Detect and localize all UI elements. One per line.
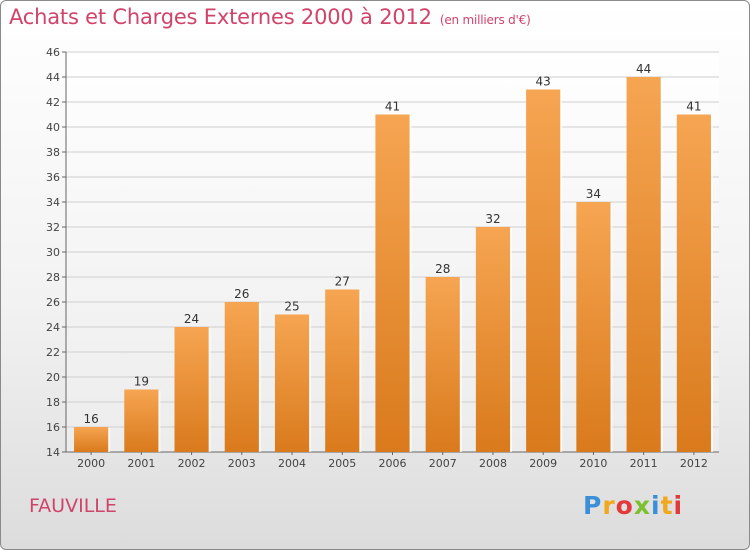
unit-label: (en milliers d'€) — [439, 13, 531, 27]
x-tick-label: 2004 — [278, 457, 306, 470]
y-tick-label: 28 — [46, 271, 60, 284]
logo-letter: P — [583, 491, 603, 520]
x-tick-label: 2005 — [328, 457, 356, 470]
bar — [274, 314, 310, 452]
x-tick-label: 2003 — [228, 457, 256, 470]
y-tick-label: 30 — [46, 246, 60, 259]
bar — [576, 202, 611, 452]
commune-name: FAUVILLE — [29, 495, 117, 517]
y-tick-label: 40 — [46, 121, 60, 134]
bar-value-label: 16 — [83, 412, 98, 426]
bar-value-label: 24 — [184, 312, 199, 326]
y-tick-label: 32 — [46, 221, 60, 234]
y-tick-label: 16 — [46, 421, 60, 434]
bar — [526, 89, 561, 452]
logo-letter: t — [660, 491, 674, 520]
bar-value-label: 41 — [686, 100, 701, 114]
y-tick-label: 20 — [46, 371, 60, 384]
logo-letter: i — [651, 491, 661, 520]
y-tick-label: 38 — [46, 146, 60, 159]
logo-letter: i — [673, 491, 684, 520]
bar — [425, 277, 460, 452]
x-tick-label: 2010 — [579, 457, 607, 470]
bar — [475, 227, 511, 452]
x-tick-label: 2000 — [77, 457, 105, 470]
bar — [325, 289, 360, 452]
bar-value-label: 26 — [234, 287, 249, 301]
proxiti-logo: Proxiti — [583, 491, 683, 520]
x-tick-label: 2009 — [529, 457, 557, 470]
bar-value-label: 28 — [435, 262, 450, 276]
x-tick-label: 2011 — [630, 457, 658, 470]
bar-value-label: 44 — [636, 62, 651, 76]
y-tick-label: 18 — [46, 396, 60, 409]
y-tick-label: 34 — [46, 196, 60, 209]
bar-value-label: 19 — [134, 375, 149, 389]
y-tick-label: 22 — [46, 346, 60, 359]
x-tick-label: 2002 — [178, 457, 206, 470]
bar-value-label: 27 — [335, 275, 350, 289]
y-tick-label: 24 — [46, 321, 60, 334]
y-tick-label: 14 — [46, 446, 60, 459]
logo-letter: o — [615, 491, 634, 520]
y-tick-label: 36 — [46, 171, 60, 184]
bar-value-label: 32 — [485, 212, 500, 226]
bar — [375, 114, 410, 452]
y-tick-label: 44 — [46, 71, 60, 84]
x-tick-label: 2001 — [127, 457, 155, 470]
bar-value-label: 34 — [586, 187, 601, 201]
bar-value-label: 43 — [536, 75, 551, 89]
bar — [74, 427, 109, 452]
y-tick-label: 42 — [46, 96, 60, 109]
logo-letter: x — [633, 491, 651, 520]
logo-letter: r — [602, 491, 616, 520]
title-text: Achats et Charges Externes 2000 à 2012 — [9, 5, 432, 29]
x-tick-label: 2006 — [379, 457, 407, 470]
chart-title: Achats et Charges Externes 2000 à 2012 (e… — [9, 5, 531, 29]
bar — [224, 302, 259, 452]
y-tick-label: 26 — [46, 296, 60, 309]
bar — [626, 77, 661, 452]
bar — [676, 114, 711, 452]
x-tick-label: 2012 — [680, 457, 708, 470]
y-tick-label: 46 — [46, 46, 60, 59]
x-tick-label: 2007 — [429, 457, 457, 470]
bar-value-label: 25 — [284, 300, 299, 314]
bar — [124, 389, 159, 452]
bar-value-label: 41 — [385, 100, 400, 114]
bar — [174, 327, 209, 452]
x-tick-label: 2008 — [479, 457, 507, 470]
